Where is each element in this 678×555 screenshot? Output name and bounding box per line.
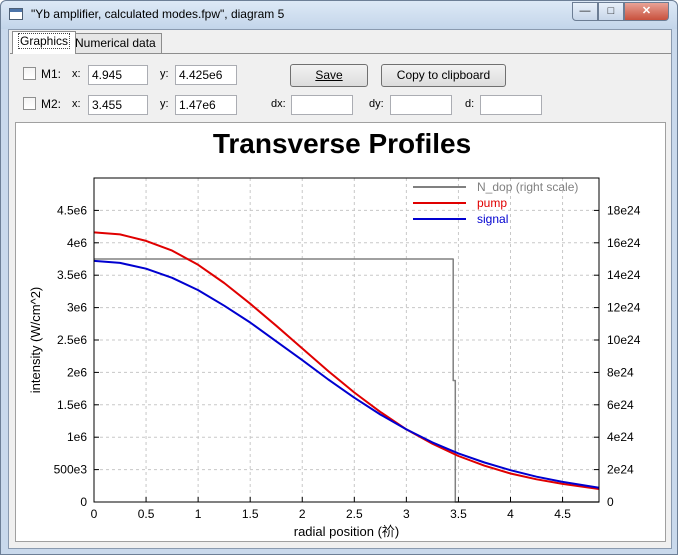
x-tick-label: 2 bbox=[299, 507, 306, 521]
window-app-icon[interactable] bbox=[9, 8, 23, 20]
m1-y-label: y: bbox=[160, 68, 169, 80]
series-signal-line bbox=[93, 259, 600, 489]
x-tick-label: 0 bbox=[91, 507, 98, 521]
x-tick-label: 4 bbox=[507, 507, 514, 521]
y2-tick-label: 2e24 bbox=[607, 463, 634, 477]
x-tick-label: 4.5 bbox=[554, 507, 571, 521]
x-tick-label: 3.5 bbox=[450, 507, 467, 521]
x-tick-label: 1 bbox=[195, 507, 202, 521]
x-tick-label: 3 bbox=[403, 507, 410, 521]
y-tick-label: 1.5e6 bbox=[57, 398, 87, 412]
title-bar[interactable]: "Yb amplifier, calculated modes.fpw", di… bbox=[1, 1, 677, 29]
y-tick-label: 1e6 bbox=[67, 430, 87, 444]
tab-numerical-data-label: Numerical data bbox=[75, 36, 156, 50]
y-tick-label: 4.5e6 bbox=[57, 203, 87, 217]
window-title: "Yb amplifier, calculated modes.fpw", di… bbox=[31, 7, 285, 21]
series-n-dop-right-scale-line bbox=[94, 258, 599, 503]
x-tick-label: 1.5 bbox=[242, 507, 259, 521]
legend-label-pump: pump bbox=[477, 196, 507, 210]
m2-y-label: y: bbox=[160, 98, 169, 110]
y2-tick-label: 6e24 bbox=[607, 398, 634, 412]
save-button[interactable]: Save bbox=[290, 64, 368, 87]
m2-x-field[interactable]: 3.455 bbox=[88, 95, 148, 115]
transverse-profiles-chart[interactable]: Transverse Profiles 0 0.5 1 1.5 2 2.5 3 3.5 4 4.5… bbox=[16, 123, 667, 543]
m1-label: M1: bbox=[41, 67, 62, 81]
y-tick-label: 2e6 bbox=[67, 365, 87, 379]
dy-label: dy: bbox=[369, 98, 384, 110]
save-button-label: Save bbox=[315, 68, 343, 82]
m1-checkbox[interactable] bbox=[23, 67, 36, 80]
y-tick-label: 3.5e6 bbox=[57, 268, 87, 282]
tab-numerical-data[interactable]: Numerical data bbox=[69, 33, 162, 53]
y2-tick-label: 0 bbox=[607, 495, 614, 509]
y2-tick-label: 4e24 bbox=[607, 430, 634, 444]
y2-tick-label: 14e24 bbox=[607, 268, 641, 282]
copy-to-clipboard-button[interactable]: Copy to clipboard bbox=[381, 64, 506, 87]
m2-checkbox[interactable] bbox=[23, 97, 36, 110]
y2-tick-label: 18e24 bbox=[607, 203, 641, 217]
y-tick-label: 500e3 bbox=[54, 463, 88, 477]
legend-label-signal: signal bbox=[477, 212, 508, 226]
series-layer bbox=[93, 231, 600, 503]
close-button[interactable]: ✕ bbox=[624, 2, 669, 21]
m2-label: M2: bbox=[41, 97, 62, 111]
maximize-button[interactable]: □ bbox=[598, 2, 624, 21]
y-tick-label: 2.5e6 bbox=[57, 333, 87, 347]
m1-y-field[interactable]: 4.425e6 bbox=[175, 65, 237, 85]
y2-tick-label: 8e24 bbox=[607, 365, 634, 379]
m2-x-label: x: bbox=[72, 98, 81, 110]
y2-tick-label: 16e24 bbox=[607, 236, 641, 250]
plot-area[interactable]: Transverse Profiles 0 0.5 1 1.5 2 2.5 3 3.5 4 4.5… bbox=[15, 122, 666, 542]
graphics-panel: M1: x: 4.945 y: 4.425e6 Save Copy to cli… bbox=[10, 53, 671, 547]
y-tick-label: 4e6 bbox=[67, 236, 87, 250]
m2-y-field[interactable]: 1.47e6 bbox=[175, 95, 237, 115]
y-tick-label: 3e6 bbox=[67, 301, 87, 315]
dialog-client-area: Numerical data M1: x: 4.945 y: 4.425e6 S… bbox=[8, 29, 672, 549]
d-field[interactable] bbox=[480, 95, 542, 115]
x-tick-label: 2.5 bbox=[346, 507, 363, 521]
y2-tick-label: 10e24 bbox=[607, 333, 641, 347]
legend-label-n-dop-right-scale: N_dop (right scale) bbox=[477, 180, 578, 194]
m1-x-field[interactable]: 4.945 bbox=[88, 65, 148, 85]
m1-x-label: x: bbox=[72, 68, 81, 80]
d-label: d: bbox=[465, 98, 475, 110]
minimize-button[interactable]: — bbox=[572, 2, 598, 21]
y-axis-label: intensity (W/cm^2) bbox=[28, 287, 43, 394]
tick-layer: 0 0.5 1 1.5 2 2.5 3 3.5 4 4.5 0 500e3 1e6 1.5e6 2e6 2.5… bbox=[54, 203, 641, 521]
grid-layer bbox=[94, 178, 599, 502]
tab-graphics[interactable]: Graphics bbox=[12, 31, 77, 54]
x-axis-label: radial position (祄) bbox=[294, 524, 400, 539]
y2-tick-label: 12e24 bbox=[607, 301, 641, 315]
chart-title: Transverse Profiles bbox=[213, 128, 471, 159]
dy-field[interactable] bbox=[390, 95, 452, 115]
dx-label: dx: bbox=[271, 98, 286, 110]
dx-field[interactable] bbox=[291, 95, 353, 115]
tab-graphics-label: Graphics bbox=[18, 33, 71, 49]
series-pump-line bbox=[93, 231, 600, 490]
legend: N_dop (right scale) pump signal bbox=[413, 180, 578, 226]
y-tick-label: 0 bbox=[80, 495, 87, 509]
x-tick-label: 0.5 bbox=[138, 507, 155, 521]
